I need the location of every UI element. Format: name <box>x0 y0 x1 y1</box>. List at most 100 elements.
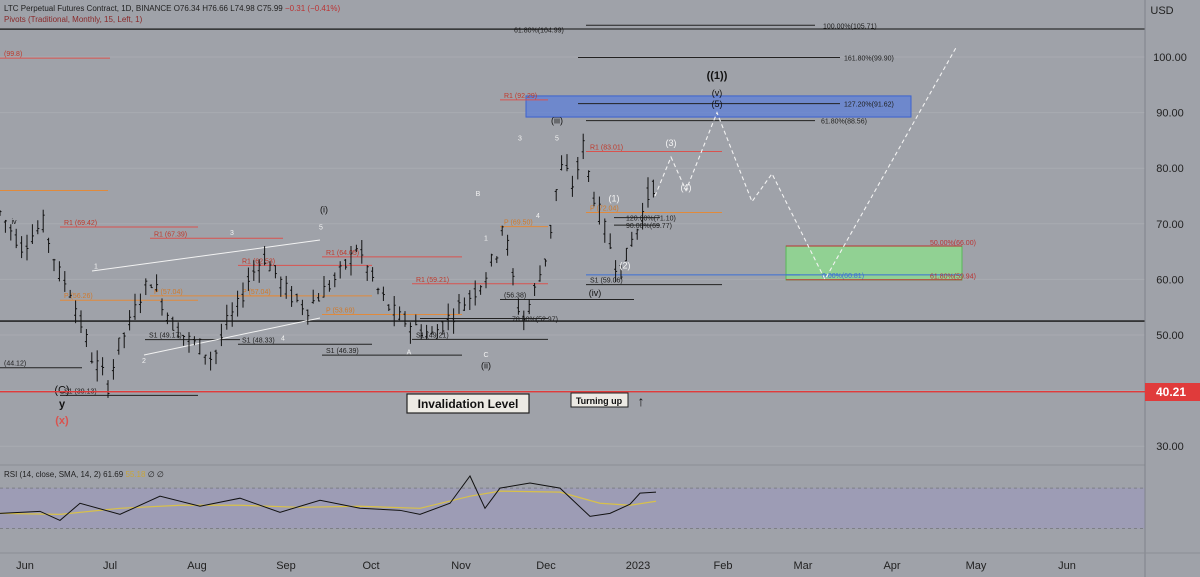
pivot-label-5: P (69.50) <box>504 220 533 227</box>
wave-label-24: (5) <box>712 99 723 109</box>
projection-polyline <box>654 45 958 281</box>
fib-label-7: 78.60%(52.97) <box>512 316 558 323</box>
month-label-11: May <box>966 560 987 572</box>
wave-label-18: (iii) <box>551 116 563 126</box>
fib-label-5: 120.60%(71.10) <box>626 216 676 223</box>
resistance-label-2: R1 (62.53) <box>242 258 275 265</box>
rsi-extra: ∅ ∅ <box>147 470 164 479</box>
y-tick-label-6: 90.00 <box>1156 108 1184 120</box>
rsi-line <box>0 475 657 522</box>
wave-label-23: (4) <box>681 182 692 192</box>
resistance-label-3: R1 (64.05) <box>326 250 359 257</box>
y-tick-label-5: 80.00 <box>1156 163 1184 175</box>
wave-label-7: 4 <box>281 336 285 343</box>
rsi-band <box>0 488 1145 529</box>
wave-label-1: (C) <box>54 384 69 396</box>
month-label-5: Nov <box>451 560 471 572</box>
wave-label-16: 4 <box>536 213 540 220</box>
wedge-lower-line <box>143 317 321 356</box>
turning-up-label-box: Turning up ↑ <box>570 392 645 409</box>
wave-label-14: (ii) <box>481 360 491 370</box>
currency-label: USD <box>1150 5 1173 17</box>
wedge-upper-line <box>91 239 321 272</box>
wave-label-2: y <box>59 398 66 410</box>
last-price-badge <box>1145 383 1200 401</box>
fib-label-2: 161.80%(99.90) <box>844 56 894 63</box>
up-arrow-icon: ↑ <box>638 393 645 409</box>
month-label-3: Sep <box>276 560 296 572</box>
axis-background <box>1145 0 1200 577</box>
fib-label-4: 61.80%(88.56) <box>821 119 867 126</box>
rsi-header[interactable]: RSI (14, close, SMA, 14, 2) 61.69 55.18 … <box>4 470 164 479</box>
month-label-12: Jun <box>1058 560 1076 572</box>
pivots-indicator-label[interactable]: Pivots (Traditional, Monthly, 15, Left, … <box>4 15 143 24</box>
zone-label-2: 61.80%(59.94) <box>930 274 976 281</box>
pivot-label-1: P (56.26) <box>64 293 93 300</box>
month-label-1: Jul <box>103 560 117 572</box>
invalidation-line <box>0 391 1145 393</box>
month-label-8: Feb <box>714 560 733 572</box>
wave-label-6: 3 <box>230 230 234 237</box>
month-label-2: Aug <box>187 560 207 572</box>
invalidation-label-box: Invalidation Level <box>406 393 530 414</box>
pivot-label-2: P (57.04) <box>154 289 183 296</box>
support-label-4: S1 (49.21) <box>416 332 449 339</box>
turning-up-label: Turning up <box>576 396 623 406</box>
fib-label-3: 127.20%(91.62) <box>844 102 894 109</box>
last-price-label: 40.21 <box>1156 385 1186 399</box>
wave-label-26: ((1)) <box>707 70 728 82</box>
wave-label-5: 2 <box>142 358 146 365</box>
zone-label-0: 50.00%(66.00) <box>930 240 976 247</box>
wave-label-15: 3 <box>518 135 522 142</box>
zone-label-1: 0.00%(60.81) <box>822 273 864 280</box>
wave-label-10: A <box>407 349 412 356</box>
ohlc-change: −0.31 (−0.41%) <box>284 4 341 13</box>
resistance-label-7: (99.8) <box>4 51 22 58</box>
support-label-2: S1 (48.33) <box>242 337 275 344</box>
pivot-label-4: P (53.69) <box>326 307 355 314</box>
wedge-lines <box>91 239 321 356</box>
resistance-label-5: R1 (92.29) <box>504 93 537 100</box>
pivot-label-3: P (57.04) <box>242 289 271 296</box>
candles <box>0 133 655 398</box>
wave-labels: iv (C) y (x) 1 2 3 4 5 (i) A B 1 C(ii) 3 4 5 (iii) (iv) (1)… <box>11 70 727 427</box>
symbol-header: LTC Perpetual Futures Contract, 1D, BINA… <box>4 4 340 13</box>
ohlc-close: C75.99 <box>256 4 283 13</box>
wave-label-22: (3) <box>666 138 677 148</box>
fib-label-6: 90.00%(69.77) <box>626 223 672 230</box>
support-label-5: (56.38) <box>504 293 526 300</box>
ohlc-open: O76.34 <box>173 4 200 13</box>
wave-label-3: (x) <box>55 415 69 427</box>
resistance-label-6: R1 (83.01) <box>590 144 623 151</box>
wave-label-0: iv <box>11 219 17 226</box>
projection-path <box>654 45 958 281</box>
wave-label-8: 5 <box>319 224 323 231</box>
support-label-3: S1 (46.39) <box>326 348 359 355</box>
wave-label-19: (iv) <box>589 288 602 298</box>
ohlc-high: H76.66 <box>202 4 228 13</box>
month-label-10: Apr <box>883 560 900 572</box>
buy-zone-box <box>785 245 963 281</box>
ohlc-low: L74.98 <box>230 4 255 13</box>
rsi-ma-value: 55.18 <box>125 470 146 479</box>
wave-label-11: B <box>476 191 481 198</box>
month-label-6: Dec <box>536 560 556 572</box>
rsi-ma-line <box>0 490 657 515</box>
wave-label-25: (v) <box>712 88 723 98</box>
time-axis: Jun Jul Aug Sep Oct Nov Dec 2023 Feb Mar Apr May Jun <box>0 552 1200 572</box>
support-label-7: (44.12) <box>4 361 26 368</box>
y-tick-label-4: 70.00 <box>1156 219 1184 231</box>
y-tick-label-3: 60.00 <box>1156 274 1184 286</box>
pivot-label-6: P (72.04) <box>590 205 619 212</box>
resistance-label-1: R1 (67.39) <box>154 231 187 238</box>
invalidation-label: Invalidation Level <box>418 397 519 411</box>
wave-label-20: (1) <box>609 194 620 204</box>
support-label-6: S1 (59.06) <box>590 278 623 285</box>
fib-label-0: 61.80%(104.99) <box>514 27 564 34</box>
fib-label-1: 100.00%(105.71) <box>823 23 877 30</box>
wave-label-9: (i) <box>320 205 328 215</box>
rsi-label: RSI (14, close, SMA, 14, 2) <box>4 470 101 479</box>
zone-boxes <box>525 95 963 281</box>
month-label-0: Jun <box>16 560 34 572</box>
